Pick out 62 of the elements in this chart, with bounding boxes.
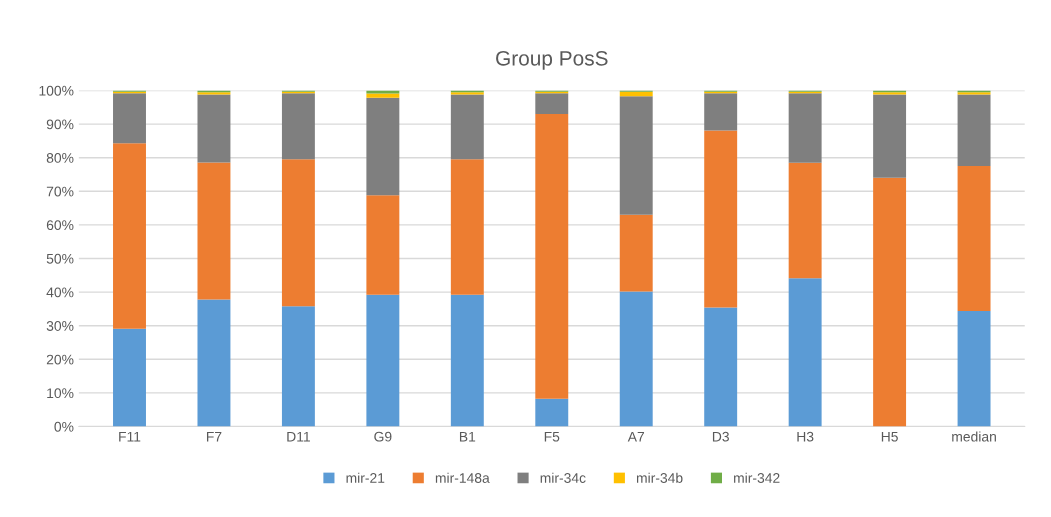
y-tick-label: 10% bbox=[47, 388, 74, 399]
legend-label: mir-342 bbox=[734, 472, 780, 483]
bar bbox=[957, 310, 991, 427]
bar bbox=[197, 162, 231, 300]
bar bbox=[281, 306, 315, 427]
x-tick-label: H3 bbox=[797, 431, 814, 442]
bar bbox=[450, 294, 484, 427]
y-tick-label: 40% bbox=[46, 287, 74, 298]
bar bbox=[113, 328, 146, 427]
bar bbox=[197, 299, 231, 427]
bar bbox=[957, 166, 991, 311]
bar bbox=[957, 94, 991, 167]
x-tick-label: H5 bbox=[881, 431, 898, 442]
x-tick-label: F5 bbox=[544, 431, 560, 442]
x-tick-label: B1 bbox=[459, 431, 476, 442]
y-tick-label: 80% bbox=[46, 153, 74, 163]
bar bbox=[366, 97, 400, 196]
bar bbox=[366, 93, 400, 98]
bar bbox=[704, 130, 738, 308]
x-tick-label: F7 bbox=[206, 431, 222, 442]
x-tick-label: median bbox=[952, 431, 996, 442]
y-tick-label: 60% bbox=[46, 220, 74, 231]
y-tick-label: 30% bbox=[46, 321, 74, 331]
bar bbox=[704, 93, 738, 131]
bar bbox=[788, 93, 822, 163]
bar bbox=[788, 162, 822, 279]
y-tick-label: 0% bbox=[54, 421, 74, 432]
legend-label: mir-21 bbox=[346, 472, 385, 483]
x-tick-label: D11 bbox=[287, 431, 310, 442]
bar bbox=[535, 114, 569, 399]
legend-label: mir-34c bbox=[540, 472, 586, 483]
bar bbox=[619, 91, 653, 97]
bar bbox=[281, 93, 315, 160]
y-tick-label: 70% bbox=[46, 186, 74, 197]
bar bbox=[788, 278, 822, 427]
bar bbox=[366, 195, 400, 295]
y-tick-label: 100% bbox=[39, 85, 74, 96]
bar bbox=[113, 143, 146, 329]
bar bbox=[450, 159, 484, 295]
bar bbox=[704, 307, 738, 427]
x-tick-label: G9 bbox=[374, 431, 392, 442]
bar bbox=[535, 398, 569, 427]
bar bbox=[535, 93, 569, 114]
x-tick-label: A7 bbox=[627, 431, 645, 442]
y-tick-label: 90% bbox=[46, 119, 74, 130]
bar bbox=[197, 94, 231, 163]
bar bbox=[619, 96, 653, 215]
y-tick-label: 20% bbox=[46, 354, 74, 365]
bar bbox=[619, 291, 653, 427]
bar bbox=[450, 94, 484, 160]
bar bbox=[873, 177, 907, 427]
x-tick-label: F11 bbox=[119, 431, 141, 442]
bar bbox=[873, 94, 907, 178]
y-tick-label: 50% bbox=[46, 253, 74, 264]
legend-label: mir-34b bbox=[636, 472, 683, 483]
bar bbox=[281, 159, 315, 307]
chart-title: Group PosS bbox=[496, 50, 608, 70]
bar bbox=[619, 214, 653, 292]
bar bbox=[113, 93, 146, 144]
bar bbox=[366, 294, 400, 427]
legend-label: mir-148a bbox=[435, 472, 490, 483]
x-tick-label: D3 bbox=[712, 431, 729, 442]
